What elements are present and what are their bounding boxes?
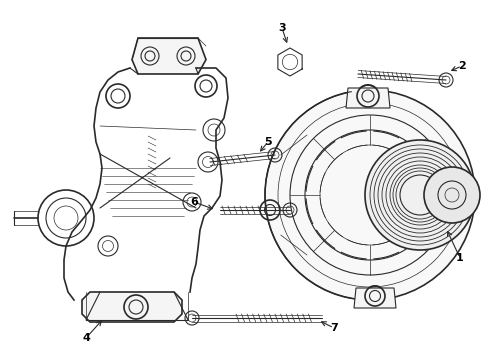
Polygon shape: [82, 292, 182, 322]
Circle shape: [424, 167, 480, 223]
Text: 4: 4: [82, 333, 90, 343]
Text: 6: 6: [190, 197, 198, 207]
Polygon shape: [354, 288, 396, 308]
Text: 3: 3: [278, 23, 286, 33]
Text: 1: 1: [456, 253, 464, 263]
Text: 2: 2: [458, 61, 466, 71]
Text: 7: 7: [330, 323, 338, 333]
Circle shape: [265, 90, 475, 300]
Polygon shape: [346, 88, 390, 108]
Polygon shape: [132, 38, 206, 74]
Text: 5: 5: [264, 137, 272, 147]
Circle shape: [365, 140, 475, 250]
